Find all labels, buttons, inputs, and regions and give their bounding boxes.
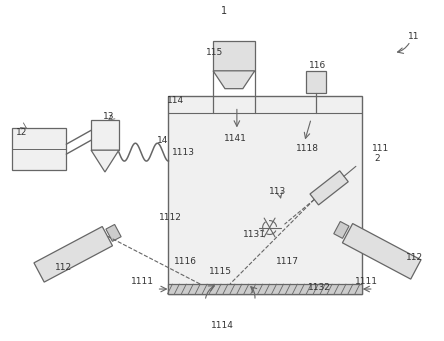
Bar <box>306 71 326 93</box>
Text: 1117: 1117 <box>276 257 299 266</box>
Bar <box>168 284 362 294</box>
Text: 1115: 1115 <box>209 267 231 276</box>
Text: 1: 1 <box>221 6 227 16</box>
Text: 112: 112 <box>55 263 72 272</box>
Polygon shape <box>342 224 421 279</box>
Text: 113: 113 <box>269 187 286 196</box>
Text: 115: 115 <box>206 48 224 58</box>
Polygon shape <box>91 150 119 172</box>
Text: 1132: 1132 <box>308 283 331 292</box>
Text: 111: 111 <box>372 144 389 153</box>
Polygon shape <box>334 221 349 238</box>
Text: 114: 114 <box>167 96 184 105</box>
Bar <box>12 128 66 170</box>
Text: 12: 12 <box>16 128 28 137</box>
Polygon shape <box>34 226 112 282</box>
Text: 1111: 1111 <box>131 277 154 286</box>
Text: 1113: 1113 <box>172 148 195 157</box>
Text: 1141: 1141 <box>225 134 247 143</box>
Polygon shape <box>213 71 255 89</box>
Polygon shape <box>310 171 348 205</box>
Bar <box>91 120 119 150</box>
Text: 1111: 1111 <box>355 277 378 286</box>
Text: 1131: 1131 <box>243 230 266 239</box>
Text: 1116: 1116 <box>174 257 197 266</box>
Text: 112: 112 <box>406 253 423 262</box>
Bar <box>168 95 362 294</box>
Text: 11: 11 <box>408 32 419 41</box>
Text: 2: 2 <box>374 153 380 163</box>
Bar <box>213 41 255 71</box>
Polygon shape <box>106 224 121 241</box>
Text: 116: 116 <box>309 61 326 70</box>
Text: 14: 14 <box>157 136 168 145</box>
Text: 1118: 1118 <box>296 144 319 153</box>
Text: 1114: 1114 <box>210 321 234 330</box>
Text: 1112: 1112 <box>159 213 182 222</box>
Text: 13: 13 <box>103 112 115 121</box>
